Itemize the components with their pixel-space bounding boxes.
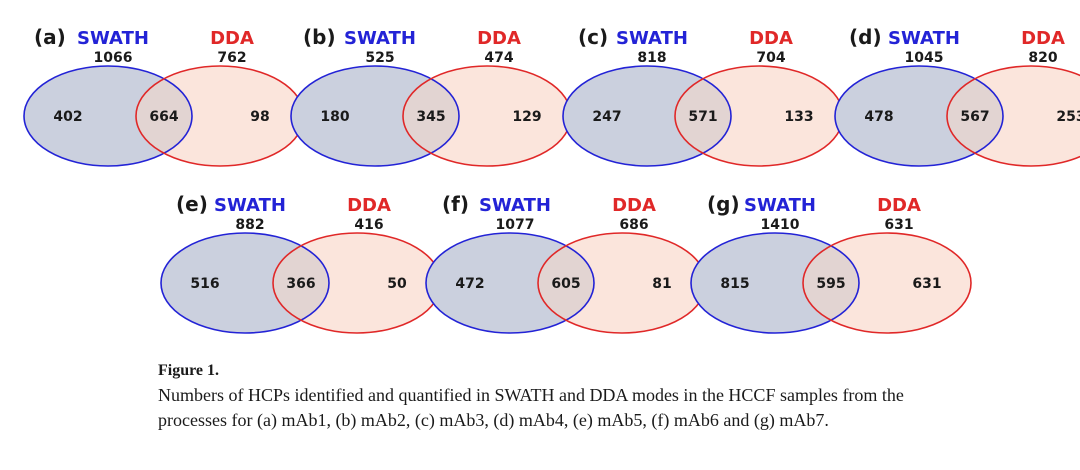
swath-only-count: 247 xyxy=(592,109,621,125)
panel-label: (d) xyxy=(849,25,882,49)
overlap-count: 366 xyxy=(286,276,315,292)
overlap-count: 567 xyxy=(960,109,989,125)
swath-circle-outline xyxy=(23,65,193,167)
swath-label: SWATH xyxy=(616,28,688,49)
overlap-count: 664 xyxy=(149,109,178,125)
swath-only-count: 402 xyxy=(53,109,82,125)
dda-only-count: 98 xyxy=(250,109,269,125)
dda-circle-outline xyxy=(802,232,972,334)
swath-total: 818 xyxy=(637,50,666,66)
overlap-count: 605 xyxy=(551,276,580,292)
dda-total: 631 xyxy=(884,217,913,233)
dda-total: 416 xyxy=(354,217,383,233)
swath-only-count: 516 xyxy=(190,276,219,292)
dda-label: DDA xyxy=(877,195,921,216)
swath-circle-outline xyxy=(690,232,860,334)
panel-label: (f) xyxy=(442,192,469,216)
swath-label: SWATH xyxy=(344,28,416,49)
swath-only-count: 180 xyxy=(320,109,349,125)
dda-total: 820 xyxy=(1028,50,1057,66)
dda-only-count: 133 xyxy=(784,109,813,125)
dda-total: 686 xyxy=(619,217,648,233)
dda-total: 762 xyxy=(217,50,246,66)
dda-only-count: 81 xyxy=(652,276,671,292)
dda-label: DDA xyxy=(612,195,656,216)
panel-label: (b) xyxy=(303,25,336,49)
overlap-count: 595 xyxy=(816,276,845,292)
swath-circle-outline xyxy=(834,65,1004,167)
dda-only-count: 631 xyxy=(912,276,941,292)
swath-circle-outline xyxy=(425,232,595,334)
swath-only-count: 472 xyxy=(455,276,484,292)
figure-caption: Figure 1. Numbers of HCPs identified and… xyxy=(158,362,918,433)
dda-only-count: 50 xyxy=(387,276,407,292)
swath-circle-outline xyxy=(160,232,330,334)
swath-total: 882 xyxy=(235,217,264,233)
overlap-region xyxy=(538,233,594,333)
overlap-region xyxy=(803,233,859,333)
panel-label: (e) xyxy=(176,192,208,216)
dda-circle-outline xyxy=(946,65,1080,167)
swath-only-count: 478 xyxy=(864,109,893,125)
swath-only-count: 815 xyxy=(720,276,749,292)
overlap-region xyxy=(675,66,731,166)
swath-label: SWATH xyxy=(214,195,286,216)
dda-total: 474 xyxy=(484,50,513,66)
overlap-count: 571 xyxy=(688,109,717,125)
swath-total: 525 xyxy=(365,50,394,66)
dda-label: DDA xyxy=(347,195,391,216)
swath-total: 1077 xyxy=(496,217,535,233)
panel-label: (a) xyxy=(34,25,66,49)
caption-body: Numbers of HCPs identified and quantifie… xyxy=(158,385,904,430)
dda-only-count: 129 xyxy=(512,109,541,125)
swath-circle-outline xyxy=(290,65,460,167)
caption-title: Figure 1. xyxy=(158,362,220,379)
swath-total: 1045 xyxy=(905,50,944,66)
overlap-region xyxy=(136,66,192,166)
overlap-region xyxy=(947,66,1003,166)
dda-label: DDA xyxy=(1021,28,1065,49)
swath-total: 1410 xyxy=(761,217,800,233)
venn-figure: (a) SWATH DDA 1066 762 402 664 98 (b) SWATH DDA 525… xyxy=(23,25,1080,334)
swath-label: SWATH xyxy=(744,195,816,216)
swath-label: SWATH xyxy=(77,28,149,49)
dda-total: 704 xyxy=(756,50,785,66)
dda-label: DDA xyxy=(477,28,521,49)
panel-label: (g) xyxy=(707,192,740,216)
overlap-region xyxy=(403,66,459,166)
swath-total: 1066 xyxy=(94,50,133,66)
swath-label: SWATH xyxy=(888,28,960,49)
overlap-count: 345 xyxy=(416,109,445,125)
dda-label: DDA xyxy=(210,28,254,49)
dda-only-count: 253 xyxy=(1056,109,1080,125)
swath-circle-outline xyxy=(562,65,732,167)
overlap-region xyxy=(273,233,329,333)
swath-label: SWATH xyxy=(479,195,551,216)
dda-label: DDA xyxy=(749,28,793,49)
panel-label: (c) xyxy=(578,25,608,49)
